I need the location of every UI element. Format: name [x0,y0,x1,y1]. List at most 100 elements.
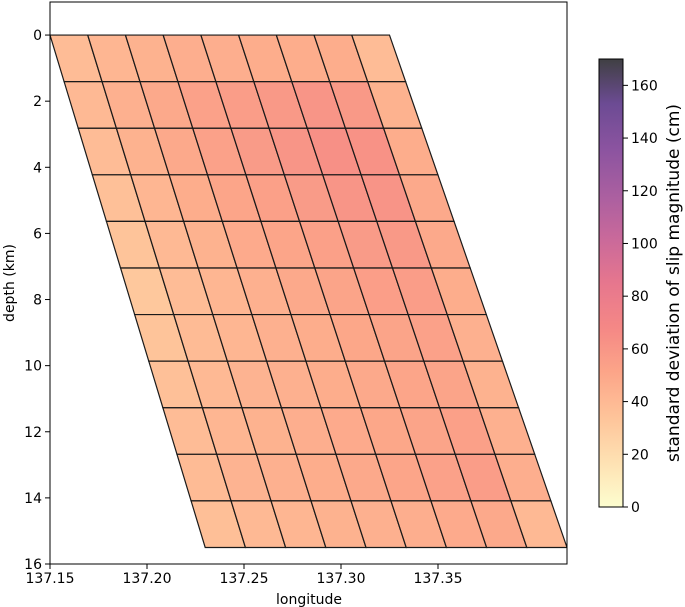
fault-patch-fill [367,81,422,129]
fault-patch-fill [351,35,406,82]
fault-patch-fill [276,35,330,82]
fault-patch-fill [376,221,432,268]
fault-patch-fill [345,128,400,175]
fault-patch-fill [408,314,464,362]
fault-patch-fill [260,221,315,268]
x-tick-label: 137.25 [219,571,268,587]
fault-patch-fill [92,174,146,222]
colorbar-tick-label: 20 [631,447,649,463]
fault-patch-fill [200,35,254,82]
fault-patch-fill [78,128,131,175]
fault-patch-fill [231,500,286,548]
colorbar-tick-label: 140 [631,131,658,147]
colorbar-gradient [599,59,623,507]
fault-patch-fill [369,314,424,362]
x-tick-label: 137.35 [413,571,462,587]
fault-patch-fill [299,221,354,268]
fault-patch-fill [173,314,228,362]
y-tick-label: 4 [33,160,42,176]
y-axis: 0 2 4 6 8 10 12 14 16 [24,28,50,573]
fault-patch-fill [145,221,199,268]
fault-patch-fill [177,81,231,129]
fault-patch-fill [227,361,282,408]
fault-patch-fill [284,174,339,222]
fault-patch-fill [176,454,232,501]
fault-patch-fill [188,361,242,408]
colorbar-frame [598,58,624,508]
fault-patch-fill [390,500,447,548]
plot-area [49,1,568,565]
fault-patch-fill [251,314,306,362]
fault-patch-fill [361,174,416,222]
fault-patch-fill [154,128,208,175]
fault-patch-fill [212,314,267,362]
x-tick-label: 137.15 [26,571,75,587]
fault-patch-fill [345,361,401,408]
fault-patch-fill [479,407,535,455]
y-axis-label: depth (km) [2,244,18,322]
fault-patch-fill [447,314,503,362]
fault-patch-fill [423,361,480,408]
fault-patch-fill [130,174,184,222]
fault-patch-fill [192,128,246,175]
fault-patch-fill [50,35,103,82]
y-tick-label: 16 [24,557,42,573]
colorbar-tick-label: 100 [631,236,658,252]
y-tick-label: 12 [24,425,42,441]
fault-patch-fill [198,267,252,315]
fault-patch-fill [353,267,409,315]
fault-patch-fill [134,314,189,362]
y-tick-label: 14 [24,491,42,507]
fault-patch-fill [415,454,471,501]
fault-patch-fill [430,500,487,548]
fault-patch-fill [384,361,440,408]
fault-patch-fill [162,407,217,455]
fault-patch-fill [241,407,297,455]
fault-patch-fill [269,128,323,175]
fault-patch-fill [320,407,376,455]
fault-patch-fill [245,174,300,222]
fault-patch-fill [256,454,312,501]
fault-patch-fill [207,174,261,222]
fault-patch-grid [50,34,567,549]
colorbar-tick-label: 40 [631,395,649,411]
fault-patch-fill [191,500,246,548]
fault-patch-fill [439,407,495,455]
y-tick-label: 0 [33,28,42,44]
fault-patch-fill [102,81,155,129]
fault-patch-fill [494,454,551,501]
fault-patch-fill [238,35,292,82]
fault-patch-fill [275,267,331,315]
fault-patch-fill [314,35,368,82]
colorbar-tick-label: 160 [631,78,658,94]
fault-patch-fill [296,454,351,501]
fault-patch-fill [106,221,160,268]
x-axis-label: longitude [276,592,342,607]
fault-patch-fill [314,267,370,315]
fault-patch-fill [163,35,216,82]
fault-patch-fill [455,454,511,501]
fault-patch-fill [222,221,276,268]
fault-patch-fill [125,35,178,82]
fault-patch-fill [322,174,377,222]
fault-patch-fill [148,361,203,408]
y-tick-label: 8 [33,293,42,309]
fault-patch-fill [338,221,393,268]
fault-patch-fill [311,500,366,548]
fault-patch-fill [183,221,238,268]
fault-patch [510,500,567,549]
x-axis: 137.15 137.20 137.25 137.30 137.35 [26,564,462,587]
fault-patch-fill [116,128,170,175]
fault-patch-fill [399,174,455,222]
fault-patch-fill [375,454,431,501]
fault-patch-fill [307,128,362,175]
fault-patch-fill [400,407,456,455]
fault-patch-fill [470,500,527,548]
axes-frame [49,1,568,565]
colorbar-tick-label: 120 [631,184,658,200]
colorbar-label: standard deviation of slip magnitude (cm… [664,104,684,462]
fault-patch-fill [305,361,361,408]
fault-patch-fill [290,314,346,362]
fault-patch-fill [202,407,257,455]
fault-patch-fill [463,361,519,408]
